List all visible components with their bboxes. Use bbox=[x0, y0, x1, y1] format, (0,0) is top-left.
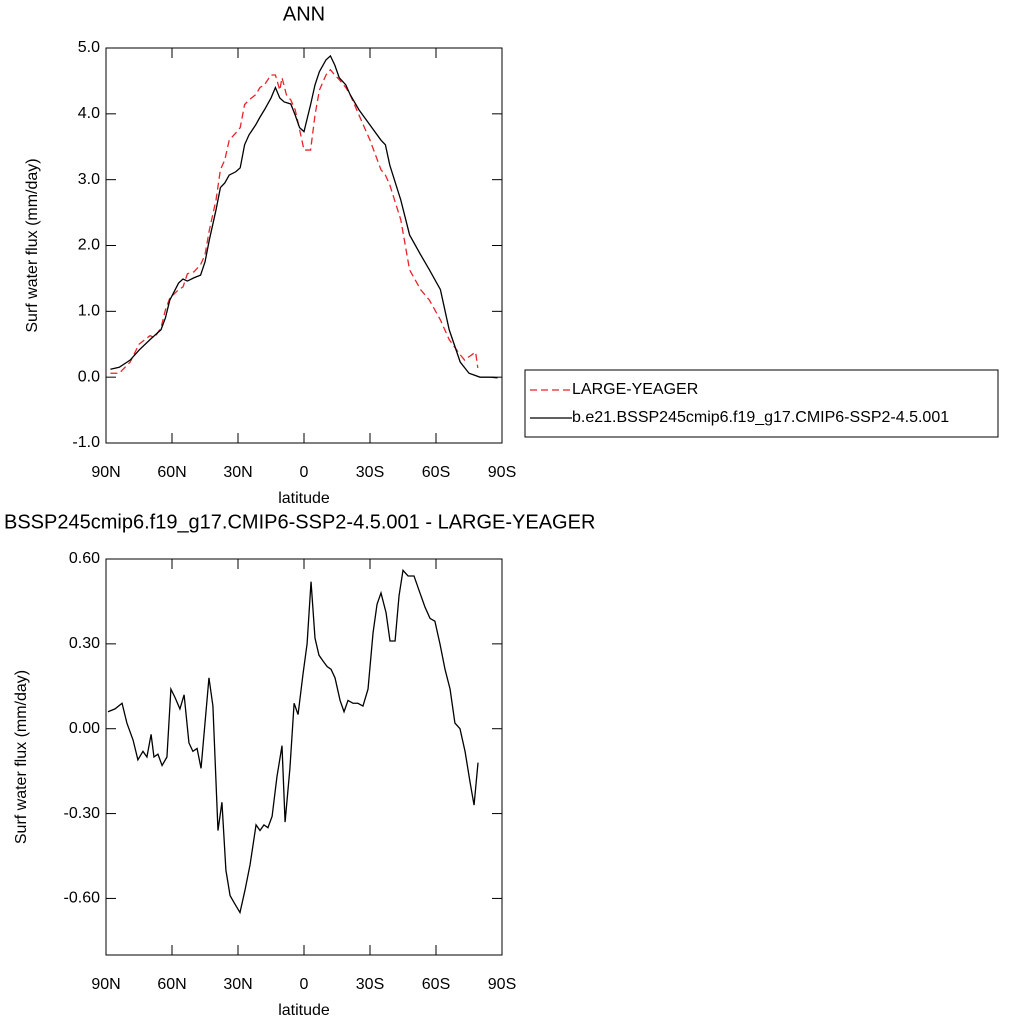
x-tick-label: 0 bbox=[300, 464, 309, 481]
data-line bbox=[110, 54, 498, 379]
y-axis-label: Surf water flux (mm/day) bbox=[24, 158, 41, 332]
y-tick-label: -0.30 bbox=[64, 805, 101, 822]
y-tick-label: 4.0 bbox=[78, 105, 100, 122]
x-tick-label: 90N bbox=[91, 976, 120, 993]
x-tick-label: 60N bbox=[157, 464, 186, 481]
plot-frame bbox=[105, 47, 503, 444]
y-tick-label: 2.0 bbox=[78, 237, 100, 254]
legend-label: b.e21.BSSP245cmip6.f19_g17.CMIP6-SSP2-4.… bbox=[572, 409, 949, 426]
x-tick-label: 90S bbox=[488, 976, 516, 993]
x-tick-label: 90S bbox=[488, 464, 516, 481]
x-tick-label: 30S bbox=[356, 976, 384, 993]
y-tick-label: 0.0 bbox=[78, 368, 100, 385]
data-line bbox=[110, 68, 479, 374]
legend-label: LARGE-YEAGER bbox=[572, 381, 698, 398]
y-axis-label: Surf water flux (mm/day) bbox=[13, 670, 30, 844]
x-tick-label: 60N bbox=[157, 976, 186, 993]
x-tick-label: 60S bbox=[422, 976, 450, 993]
x-tick-label: 30N bbox=[223, 464, 252, 481]
y-tick-label: -1.0 bbox=[72, 434, 100, 451]
data-line bbox=[107, 568, 479, 915]
y-tick-label: 0.00 bbox=[69, 720, 100, 737]
y-tick-label: 3.0 bbox=[78, 171, 100, 188]
y-tick-label: 0.60 bbox=[69, 550, 100, 567]
x-tick-label: 30S bbox=[356, 464, 384, 481]
x-tick-label: 30N bbox=[223, 976, 252, 993]
y-tick-label: 1.0 bbox=[78, 303, 100, 320]
x-axis-label: latitude bbox=[278, 490, 330, 507]
chart-title: ANN bbox=[283, 3, 325, 25]
y-tick-label: 0.30 bbox=[69, 635, 100, 652]
x-axis-label: latitude bbox=[278, 1002, 330, 1019]
x-tick-label: 90N bbox=[91, 464, 120, 481]
legend-box bbox=[524, 369, 999, 438]
chart-title: BSSP245cmip6.f19_g17.CMIP6-SSP2-4.5.001 … bbox=[4, 511, 595, 533]
y-tick-label: 5.0 bbox=[78, 39, 100, 56]
x-tick-label: 0 bbox=[300, 976, 309, 993]
x-tick-label: 60S bbox=[422, 464, 450, 481]
y-tick-label: -0.60 bbox=[64, 890, 101, 907]
plot-frame bbox=[105, 558, 503, 956]
